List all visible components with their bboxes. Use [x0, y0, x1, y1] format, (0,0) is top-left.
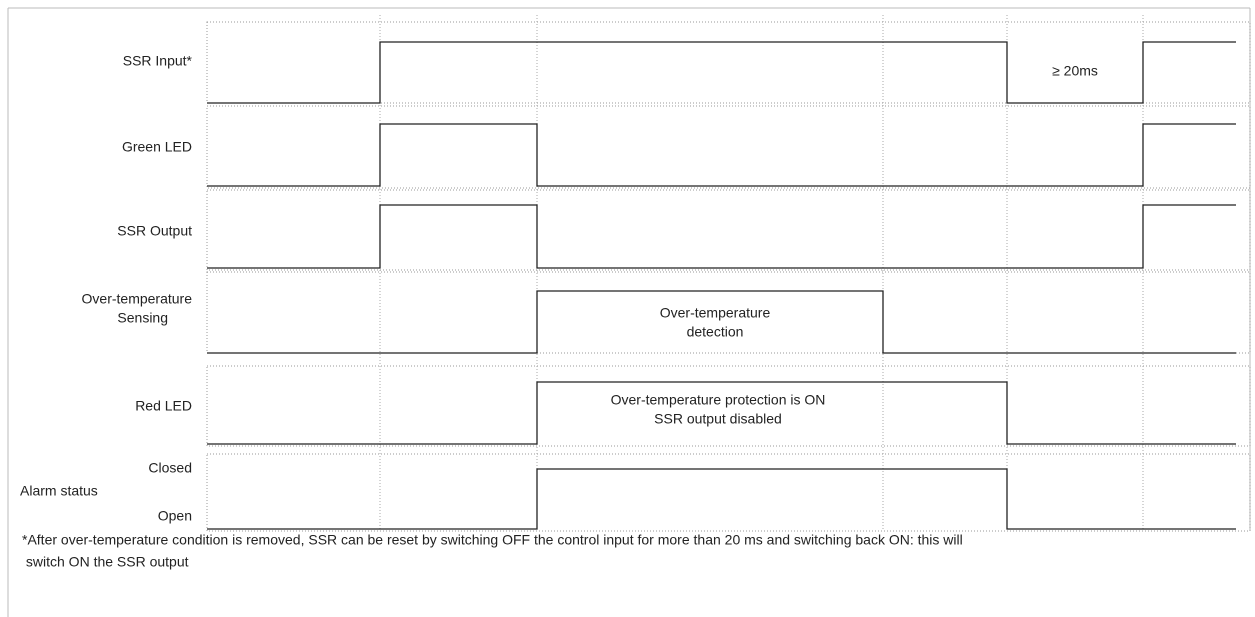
annotation: Over-temperature — [660, 305, 771, 321]
signal-label: Green LED — [122, 139, 192, 155]
level-label: Closed — [148, 460, 192, 476]
signal-label: SSR Output — [117, 223, 192, 239]
waveforms — [207, 41, 1236, 530]
lane — [206, 365, 1251, 447]
waveform — [207, 290, 1236, 354]
waveform — [207, 204, 1236, 269]
footnote: *After over-temperature condition is rem… — [22, 532, 963, 548]
lane — [206, 271, 1251, 354]
signal-label: Red LED — [135, 398, 192, 414]
annotations: ≥ 20ms Over-temperature detection Over-t… — [611, 63, 1098, 427]
annotation: Over-temperature protection is ON — [611, 392, 826, 408]
signal-label: Sensing — [117, 310, 168, 326]
signal-label: SSR Input* — [123, 53, 193, 69]
signal-labels: SSR Input* Green LED SSR Output Over-tem… — [20, 53, 193, 524]
lanes — [206, 21, 1251, 532]
lane — [206, 453, 1251, 532]
time-grid — [379, 15, 1144, 531]
signal-label: Over-temperature — [82, 291, 193, 307]
waveform — [207, 468, 1236, 530]
lane — [206, 21, 1251, 104]
waveform — [207, 41, 1236, 104]
level-label: Open — [158, 508, 192, 524]
annotation: ≥ 20ms — [1052, 63, 1098, 79]
annotation: detection — [687, 324, 744, 340]
footnote: switch ON the SSR output — [22, 554, 189, 570]
signal-label: Alarm status — [20, 483, 98, 499]
waveform — [207, 381, 1236, 445]
lane — [206, 189, 1251, 271]
annotation: SSR output disabled — [654, 411, 782, 427]
waveform — [207, 123, 1236, 187]
lane — [206, 105, 1251, 189]
